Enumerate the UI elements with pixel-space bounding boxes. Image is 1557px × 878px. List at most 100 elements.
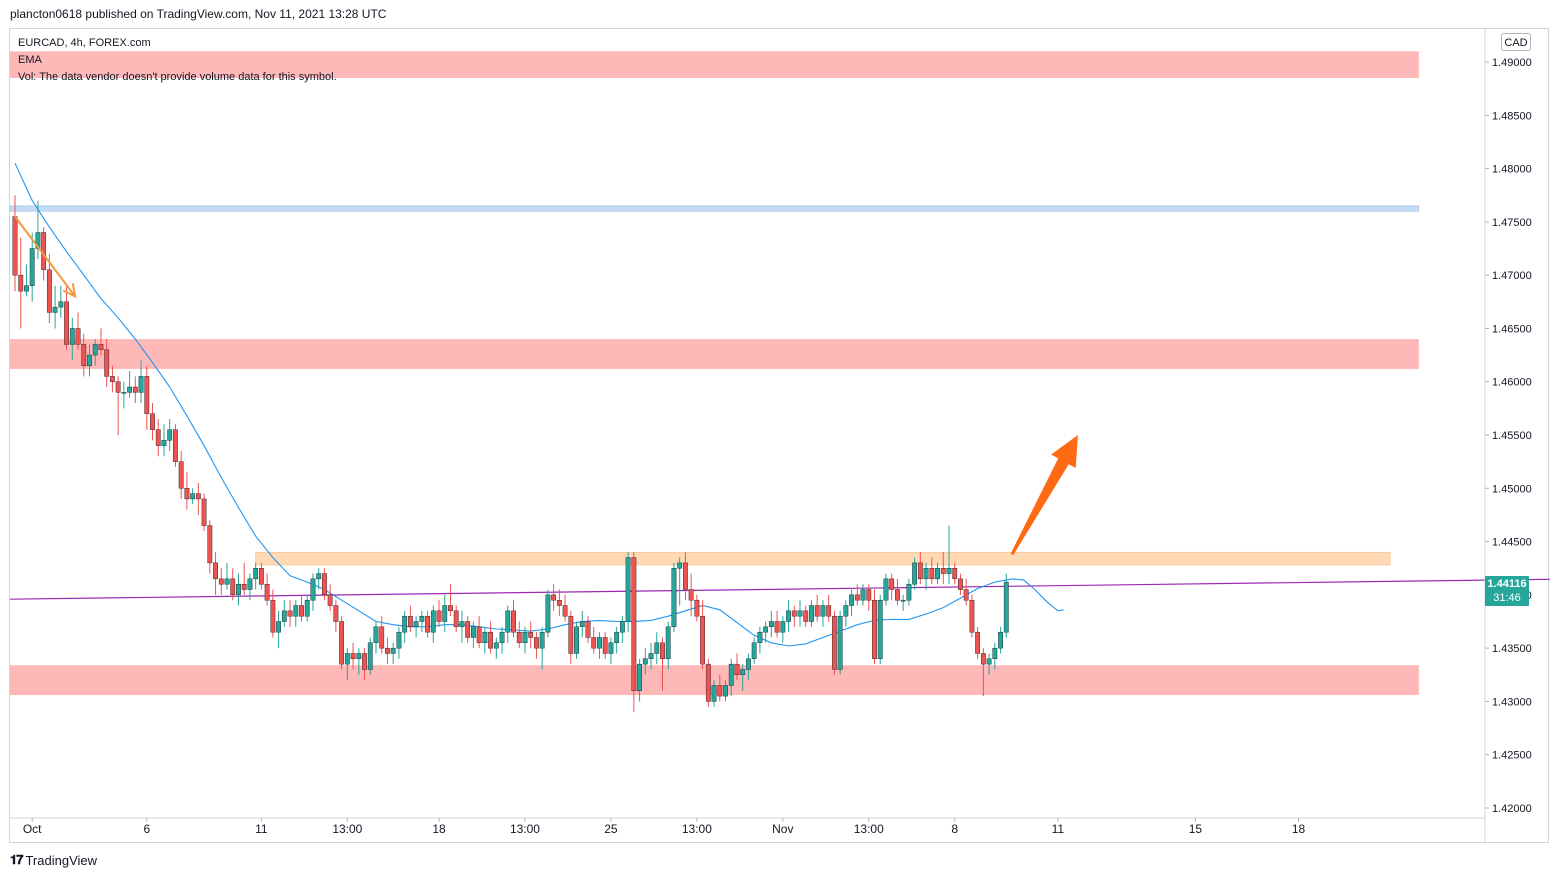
candle[interactable] xyxy=(757,626,763,654)
candle[interactable] xyxy=(683,552,688,601)
candle[interactable] xyxy=(270,589,276,638)
candle[interactable] xyxy=(299,594,304,622)
up-arrow[interactable] xyxy=(1010,435,1078,556)
candle[interactable] xyxy=(385,637,390,665)
candle[interactable] xyxy=(161,424,167,457)
candle[interactable] xyxy=(895,578,900,606)
candle[interactable] xyxy=(734,653,740,681)
candle[interactable] xyxy=(574,621,579,659)
candle[interactable] xyxy=(717,674,723,702)
candle[interactable] xyxy=(791,605,797,627)
candle[interactable] xyxy=(946,525,952,585)
candle[interactable] xyxy=(419,610,425,633)
candle[interactable] xyxy=(436,600,442,627)
candle[interactable] xyxy=(516,621,522,649)
candle[interactable] xyxy=(831,610,837,675)
candle[interactable] xyxy=(402,610,408,643)
candle[interactable] xyxy=(889,573,895,601)
candle[interactable] xyxy=(740,664,746,691)
candle[interactable] xyxy=(614,626,620,654)
candle[interactable] xyxy=(98,328,104,356)
candle[interactable] xyxy=(562,594,568,622)
candle[interactable] xyxy=(568,610,574,665)
candle[interactable] xyxy=(425,610,430,638)
candle[interactable] xyxy=(213,552,218,595)
candle[interactable] xyxy=(339,616,345,670)
candle[interactable] xyxy=(29,232,35,302)
candle[interactable] xyxy=(803,605,809,627)
candle[interactable] xyxy=(110,365,115,393)
candle[interactable] xyxy=(746,653,751,681)
orange-resistance-zone[interactable] xyxy=(255,551,1391,566)
candle[interactable] xyxy=(230,568,236,601)
candle[interactable] xyxy=(453,605,459,633)
candle[interactable] xyxy=(58,285,64,318)
candle[interactable] xyxy=(872,589,877,665)
candle[interactable] xyxy=(178,450,184,499)
candle[interactable] xyxy=(287,600,293,627)
candle[interactable] xyxy=(723,680,728,702)
candle[interactable] xyxy=(488,621,493,654)
candle[interactable] xyxy=(138,360,144,404)
candle[interactable] xyxy=(190,488,196,505)
currency-badge[interactable]: CAD xyxy=(1501,33,1531,51)
candle[interactable] xyxy=(310,573,316,611)
candle[interactable] xyxy=(883,573,889,606)
candle[interactable] xyxy=(912,557,918,590)
candle[interactable] xyxy=(705,658,711,707)
candle[interactable] xyxy=(556,589,562,617)
candle[interactable] xyxy=(809,600,814,627)
candle[interactable] xyxy=(780,616,786,643)
candle[interactable] xyxy=(333,600,339,633)
candle[interactable] xyxy=(551,584,557,611)
candle[interactable] xyxy=(201,493,207,531)
candle[interactable] xyxy=(866,584,872,611)
purple-trendline[interactable] xyxy=(9,578,1551,600)
upper-red-zone[interactable] xyxy=(10,51,1419,78)
candle[interactable] xyxy=(281,600,287,627)
candle[interactable] xyxy=(522,626,528,654)
candle[interactable] xyxy=(121,381,127,409)
candle[interactable] xyxy=(660,637,665,691)
candle[interactable] xyxy=(471,621,476,649)
candle[interactable] xyxy=(786,600,791,633)
candle[interactable] xyxy=(241,562,247,595)
candle[interactable] xyxy=(195,482,201,515)
candle[interactable] xyxy=(843,600,849,627)
candle[interactable] xyxy=(132,376,138,404)
candle[interactable] xyxy=(906,578,912,606)
candle[interactable] xyxy=(860,584,866,606)
candle[interactable] xyxy=(127,371,133,398)
candle[interactable] xyxy=(677,557,683,606)
ema-indicator-label[interactable]: EMA xyxy=(18,54,42,66)
candle[interactable] xyxy=(768,610,774,638)
candle[interactable] xyxy=(505,605,511,643)
candle[interactable] xyxy=(81,333,87,377)
candle[interactable] xyxy=(958,573,963,595)
candle[interactable] xyxy=(236,573,241,606)
candle[interactable] xyxy=(482,626,488,654)
candle[interactable] xyxy=(104,339,110,388)
candle[interactable] xyxy=(367,637,373,675)
candle[interactable] xyxy=(253,562,259,590)
candle[interactable] xyxy=(700,600,706,670)
candle[interactable] xyxy=(316,568,322,590)
symbol-info[interactable]: EURCAD, 4h, FOREX.com xyxy=(18,37,151,49)
candle[interactable] xyxy=(499,626,505,654)
candle[interactable] xyxy=(877,594,883,665)
candle[interactable] xyxy=(356,648,362,675)
candle[interactable] xyxy=(963,578,969,606)
candle[interactable] xyxy=(207,520,213,574)
candle[interactable] xyxy=(293,600,299,627)
candle[interactable] xyxy=(688,573,694,617)
candle[interactable] xyxy=(18,237,24,329)
candle[interactable] xyxy=(493,637,499,659)
candle[interactable] xyxy=(64,285,69,350)
candle[interactable] xyxy=(373,621,379,654)
candle[interactable] xyxy=(837,610,843,675)
candle[interactable] xyxy=(379,616,385,654)
candle[interactable] xyxy=(854,584,860,606)
candle[interactable] xyxy=(579,610,585,638)
candle[interactable] xyxy=(258,562,264,590)
